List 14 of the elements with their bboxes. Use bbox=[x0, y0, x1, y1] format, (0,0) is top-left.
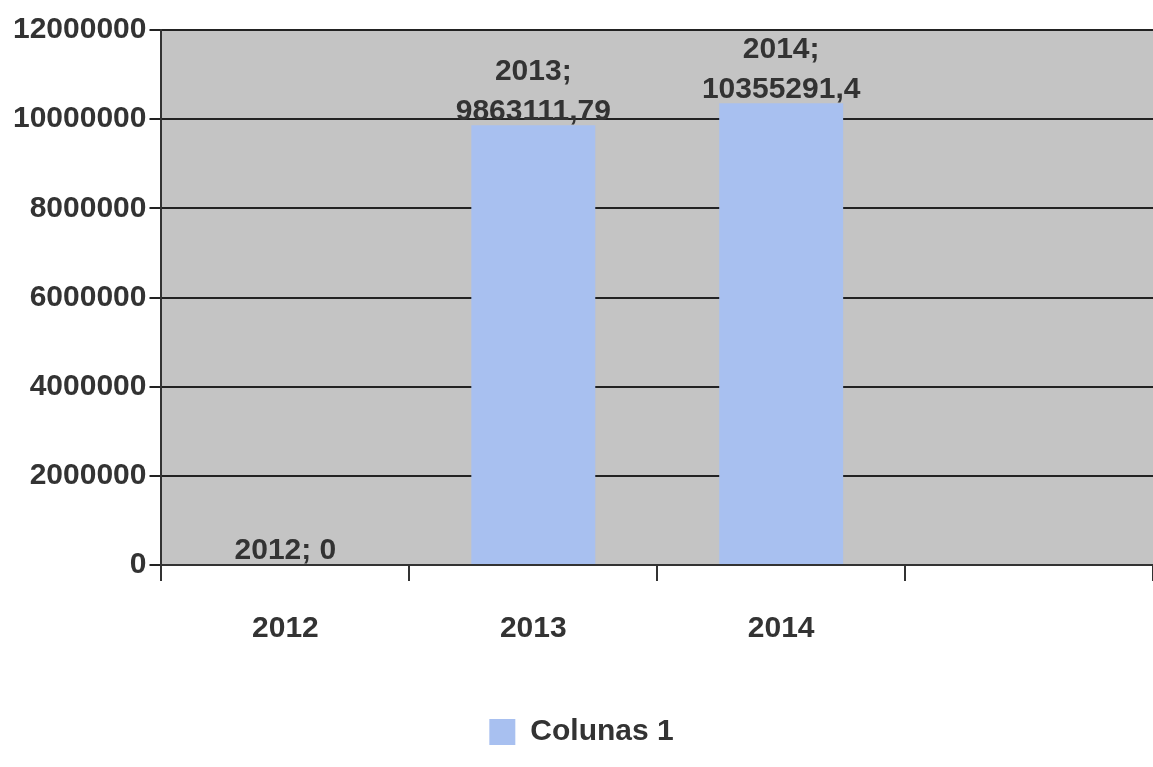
data-label: 2013; 9863111,79 bbox=[455, 52, 611, 126]
x-tick-label: 2014 bbox=[747, 610, 815, 644]
y-tick-label: 10000000 bbox=[12, 100, 147, 134]
data-label: 2014; 10355291,4 bbox=[701, 30, 861, 104]
x-tick-label: 2012 bbox=[252, 610, 319, 644]
y-tick-label: 2000000 bbox=[29, 457, 147, 491]
y-tick-label: 0 bbox=[129, 546, 147, 580]
y-tick-label: 4000000 bbox=[29, 367, 147, 401]
legend-label: Colunas 1 bbox=[530, 713, 674, 747]
data-label: 2012; 0 bbox=[234, 532, 337, 566]
y-tick-label: 6000000 bbox=[29, 278, 147, 312]
y-tick-label: 12000000 bbox=[12, 11, 147, 45]
y-tick-label: 8000000 bbox=[29, 189, 147, 223]
x-tick-label: 2013 bbox=[499, 610, 567, 644]
